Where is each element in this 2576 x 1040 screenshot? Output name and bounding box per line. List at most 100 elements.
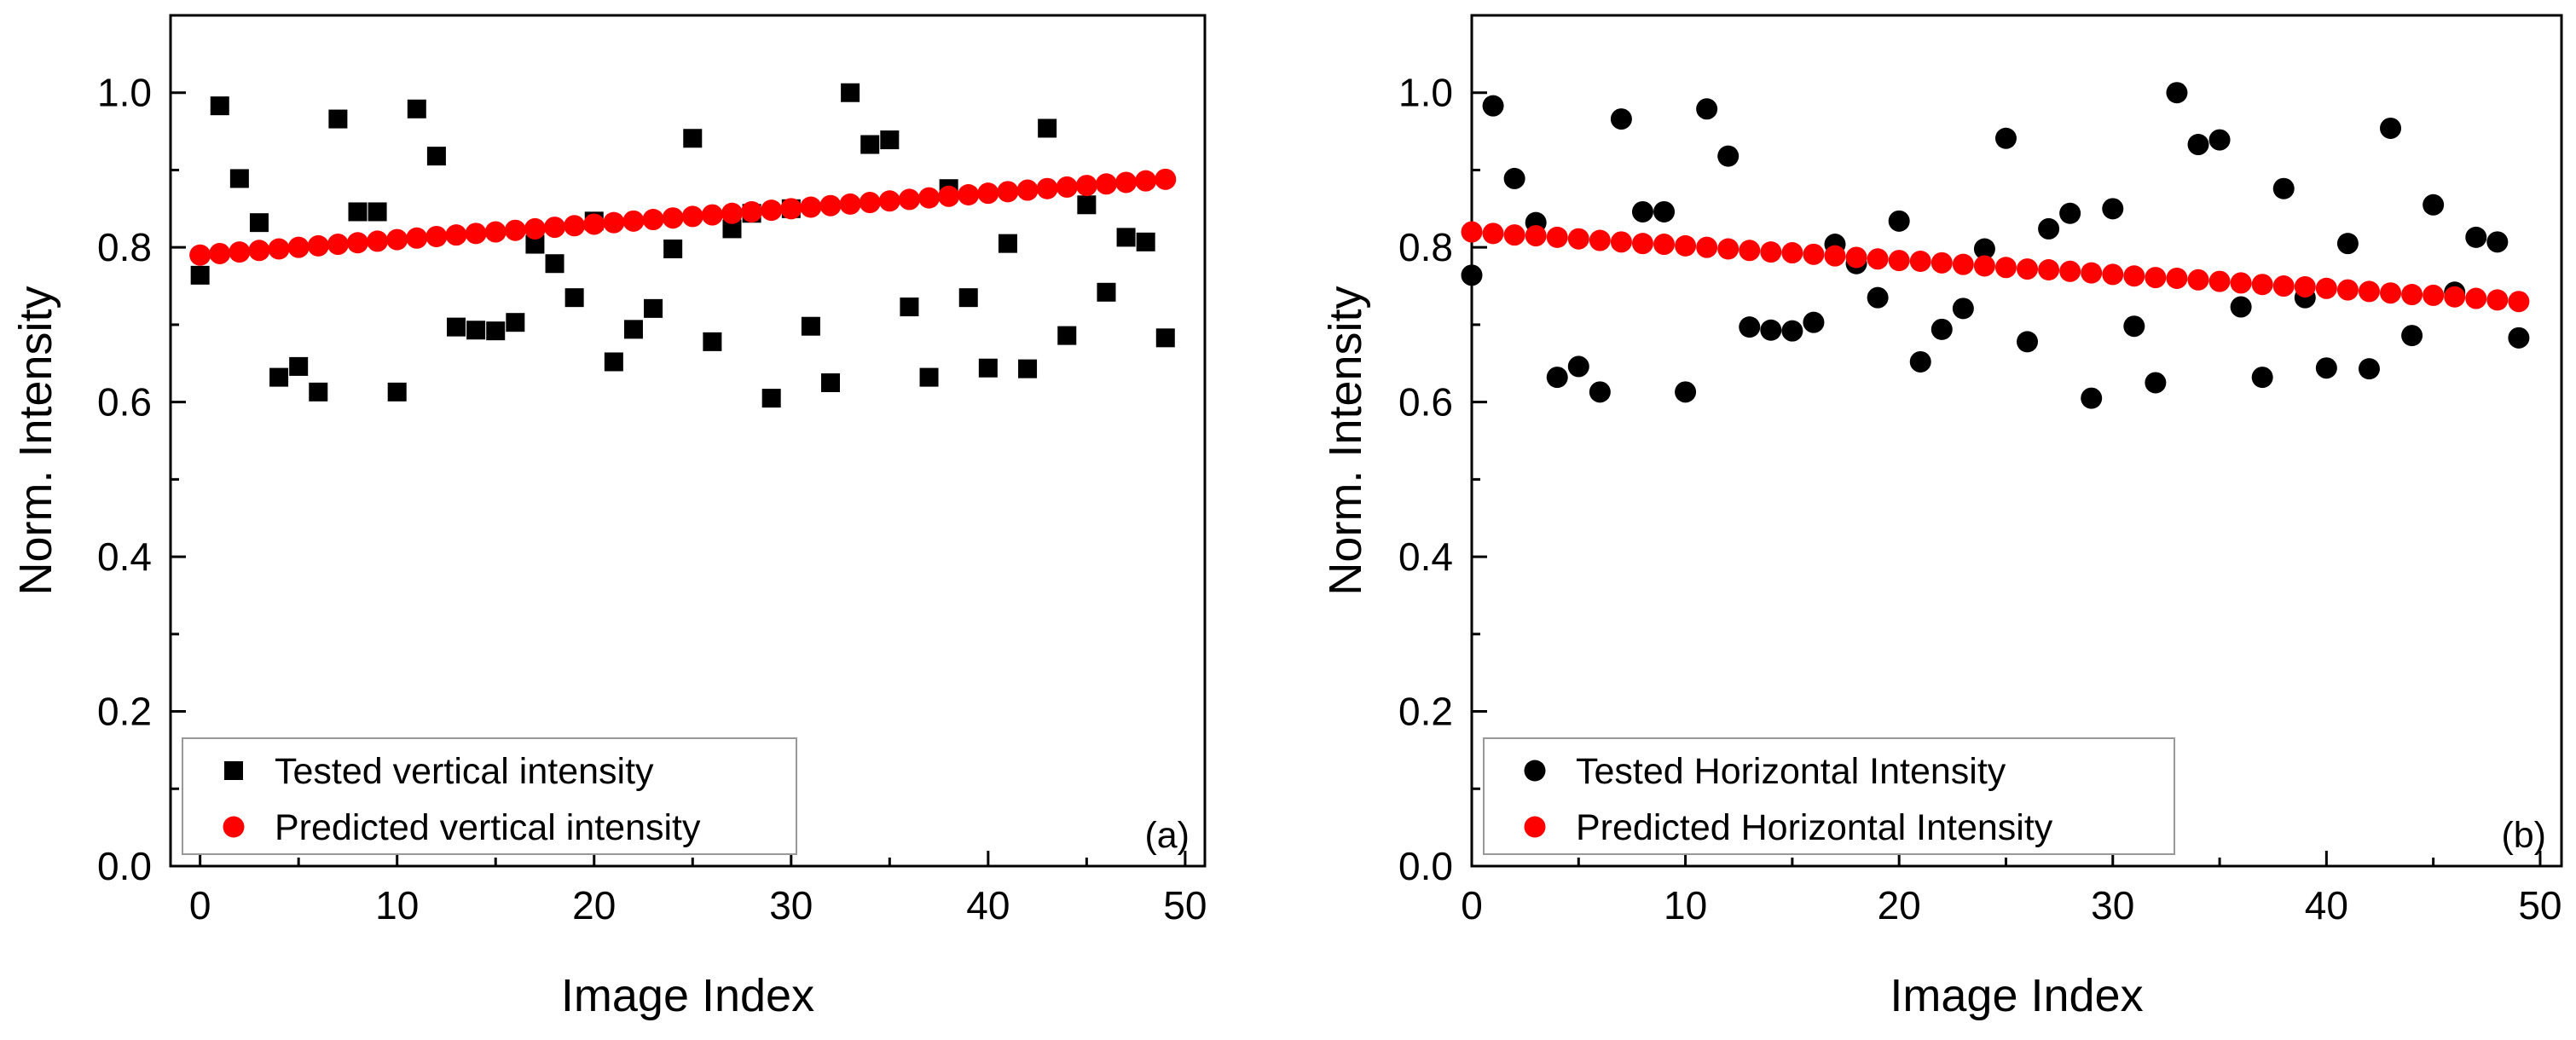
- tested-point: [1567, 355, 1589, 378]
- tested-point: [2380, 117, 2402, 139]
- x-tick-label: 40: [2305, 883, 2348, 927]
- predicted-point: [229, 241, 251, 263]
- tested-point: [1057, 326, 1077, 345]
- predicted-point: [189, 244, 211, 266]
- y-tick-label: 1.0: [1398, 71, 1453, 115]
- predicted-point: [1952, 253, 1974, 275]
- predicted-point: [1909, 251, 1931, 273]
- predicted-point: [2444, 286, 2466, 308]
- tested-point: [2166, 82, 2188, 104]
- legend: Tested vertical intensity Predicted verti…: [182, 737, 797, 855]
- predicted-point: [504, 219, 526, 241]
- predicted-point: [524, 217, 546, 240]
- y-tick-label: 0.2: [97, 690, 152, 734]
- legend-marker: [223, 816, 245, 838]
- predicted-point: [780, 198, 802, 220]
- tested-point: [722, 219, 742, 239]
- legend: Tested Horizontal Intensity Predicted Hor…: [1483, 737, 2175, 855]
- tested-point: [249, 213, 269, 233]
- tested-point: [761, 389, 781, 408]
- predicted-point: [2187, 269, 2209, 291]
- tested-point: [801, 316, 820, 336]
- predicted-point: [2038, 258, 2060, 280]
- predicted-point: [1075, 175, 1097, 197]
- predicted-point: [1056, 176, 1078, 198]
- predicted-point: [819, 194, 842, 217]
- predicted-point: [583, 213, 605, 235]
- predicted-point: [367, 230, 389, 252]
- predicted-point: [1888, 250, 1910, 272]
- predicted-point: [1135, 170, 1157, 192]
- predicted-point: [642, 209, 664, 231]
- predicted-point: [1036, 177, 1058, 199]
- y-tick-label: 0.2: [1398, 690, 1453, 734]
- predicted-point: [2081, 262, 2103, 284]
- tested-point: [2315, 357, 2337, 379]
- predicted-point: [1803, 243, 1825, 265]
- tested-point: [387, 382, 407, 402]
- tested-point: [426, 147, 446, 166]
- tested-point: [1739, 316, 1761, 338]
- predicted-point: [2230, 272, 2252, 294]
- tested-point: [880, 130, 900, 150]
- tested-point: [1781, 320, 1803, 342]
- tested-point: [1675, 381, 1697, 403]
- x-axis-title: Image Index: [561, 970, 814, 1021]
- predicted-point: [701, 204, 723, 226]
- predicted-point: [327, 234, 349, 256]
- predicted-point: [2294, 275, 2316, 298]
- predicted-point: [2123, 265, 2145, 287]
- predicted-point: [721, 202, 743, 224]
- predicted-point: [2017, 258, 2039, 280]
- tested-point: [1994, 127, 2017, 149]
- predicted-point: [1781, 242, 1803, 264]
- predicted-point: [445, 224, 467, 246]
- tested-point: [703, 332, 722, 351]
- predicted-point: [2508, 291, 2530, 313]
- tested-point: [1482, 95, 1504, 117]
- x-tick-label: 10: [375, 883, 419, 927]
- predicted-point: [1739, 240, 1761, 262]
- tested-point: [2038, 217, 2060, 240]
- tested-point: [2251, 367, 2273, 389]
- predicted-point: [1016, 179, 1039, 201]
- y-axis-title: Norm. Intensity: [10, 286, 61, 595]
- tested-point: [623, 320, 643, 339]
- y-tick-label: 0.6: [97, 380, 152, 425]
- tested-point: [1952, 298, 1974, 320]
- series-predicted: [189, 168, 1177, 266]
- predicted-point: [346, 232, 368, 254]
- predicted-point: [287, 236, 310, 258]
- predicted-point: [1503, 224, 1525, 246]
- tested-point: [978, 358, 998, 378]
- tested-point: [368, 202, 387, 222]
- predicted-point: [1461, 221, 1483, 243]
- tested-point: [2059, 202, 2081, 224]
- tested-point: [2081, 387, 2103, 409]
- predicted-point: [268, 238, 290, 260]
- x-tick-label: 50: [2518, 883, 2562, 927]
- predicted-point: [938, 185, 960, 207]
- predicted-point: [1994, 257, 2017, 279]
- predicted-point: [1631, 233, 1653, 255]
- predicted-point: [564, 215, 586, 237]
- tested-point: [2208, 129, 2231, 151]
- tested-point: [506, 313, 525, 332]
- tested-point: [1610, 108, 1632, 130]
- series-predicted: [1461, 221, 2530, 313]
- tested-point: [1546, 367, 1568, 389]
- predicted-point: [1675, 234, 1697, 257]
- predicted-point: [2145, 267, 2167, 289]
- predicted-point: [209, 242, 231, 264]
- panel-label: (a): [1144, 815, 1190, 856]
- predicted-point: [1589, 229, 1611, 251]
- tested-point: [2123, 315, 2145, 338]
- tested-point: [269, 367, 289, 387]
- y-tick-label: 0.4: [97, 534, 152, 579]
- tested-point: [900, 298, 919, 317]
- tested-point: [1038, 118, 1057, 138]
- tested-point: [2272, 177, 2295, 199]
- tested-point: [2358, 358, 2380, 380]
- tested-point: [663, 239, 683, 258]
